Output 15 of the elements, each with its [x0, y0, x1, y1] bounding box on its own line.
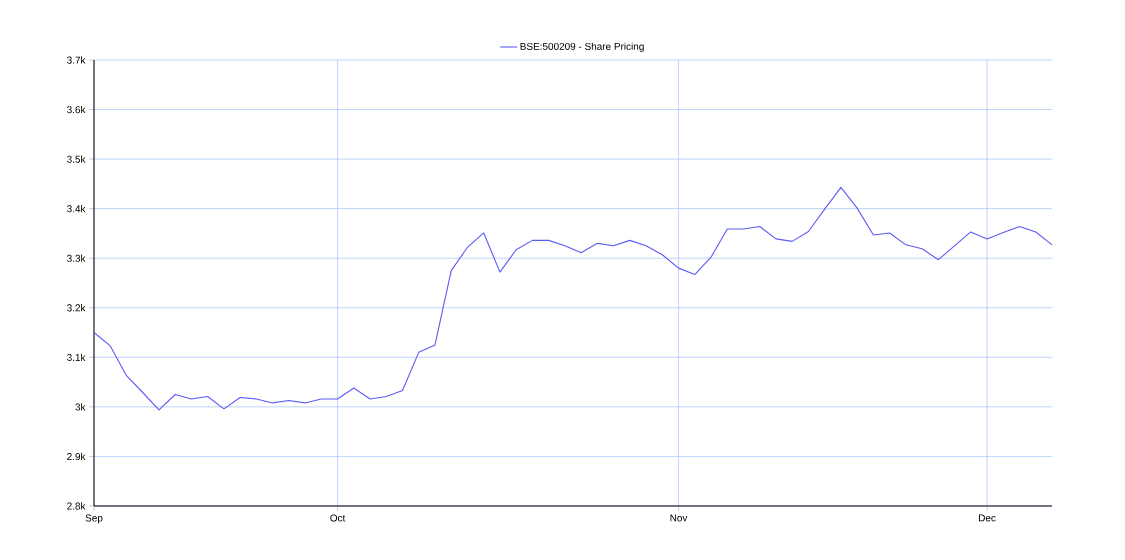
- y-tick-label: 3.5k: [67, 155, 86, 163]
- y-tick-label: 3k: [75, 403, 86, 411]
- y-tick-label: 3.7k: [67, 56, 86, 64]
- x-tick-label: Sep: [85, 514, 103, 524]
- y-tick-label: 2.9k: [67, 452, 86, 461]
- x-tick-label: Nov: [670, 514, 688, 522]
- y-tick-label: 3.3k: [67, 254, 86, 262]
- legend-label: BSE:500209 - Share Pricing: [520, 42, 644, 52]
- y-tick-label: 2.8k: [67, 502, 86, 510]
- y-tick-label: 3.2k: [67, 304, 86, 312]
- y-tick-label: 3.6k: [67, 105, 86, 114]
- x-tick-label: Dec: [979, 514, 996, 522]
- y-tick-label: 3.1k: [67, 353, 86, 361]
- x-tick-label: Oct: [330, 514, 346, 522]
- y-tick-label: 3.4k: [67, 205, 86, 213]
